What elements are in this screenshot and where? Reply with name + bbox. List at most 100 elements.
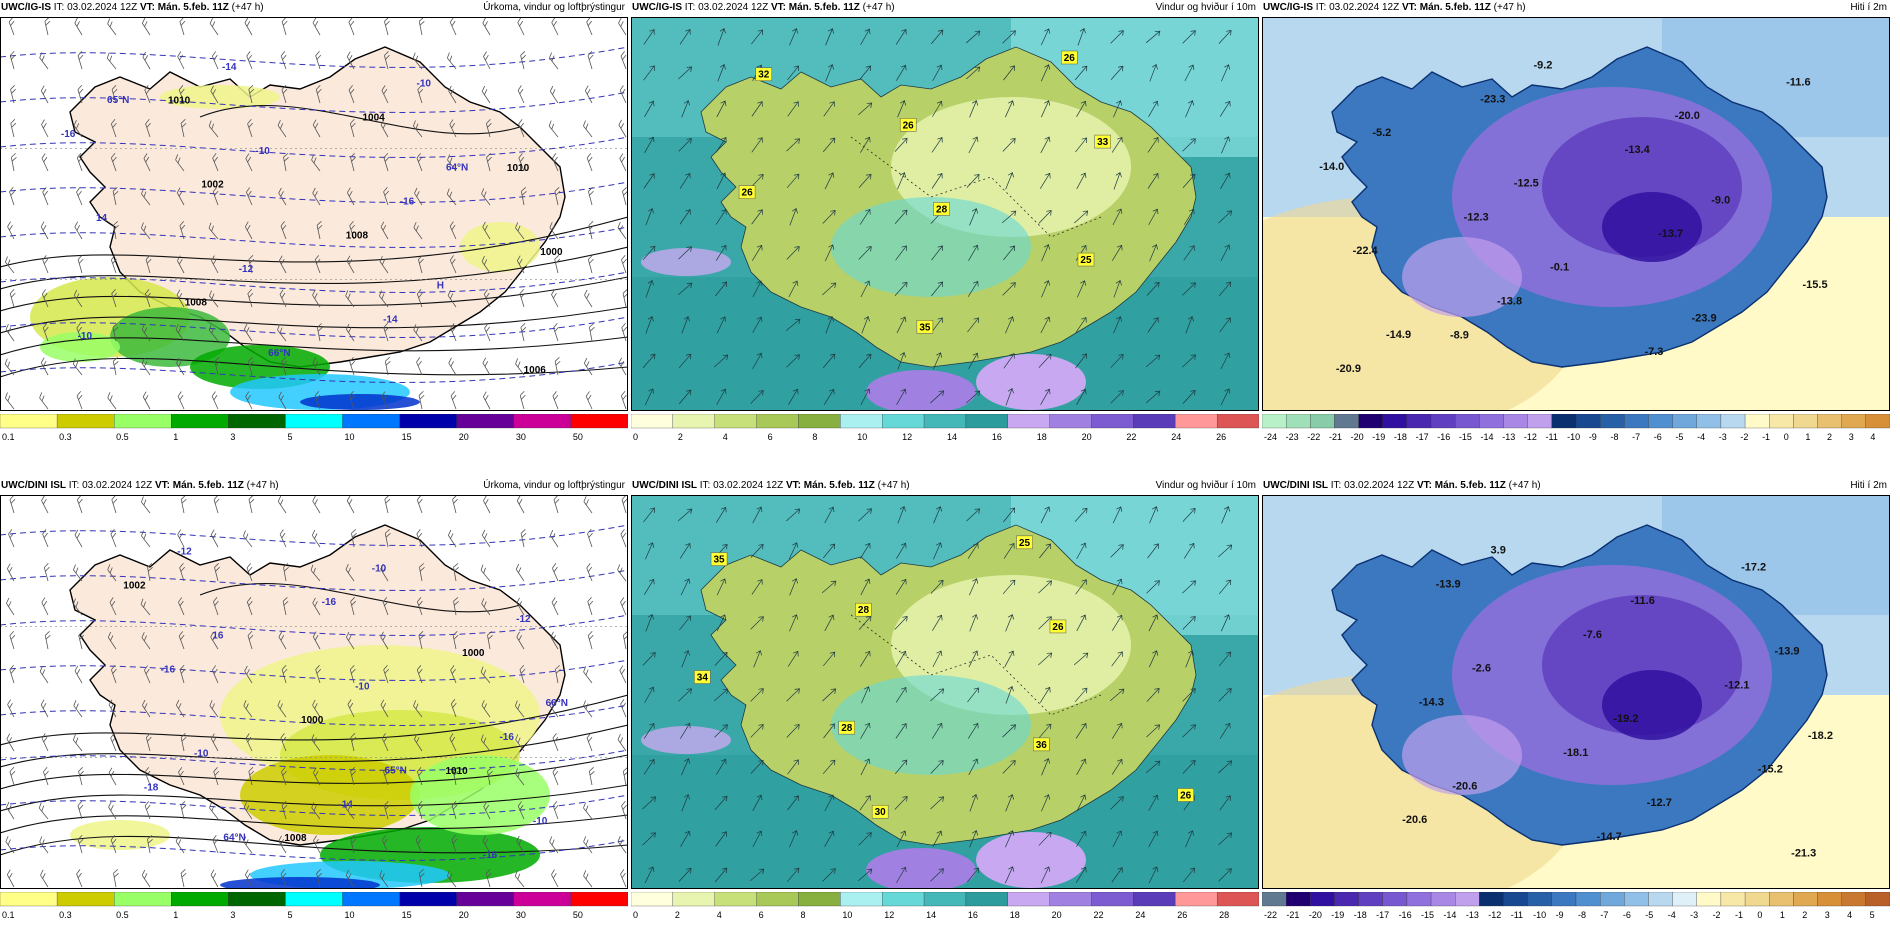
contour-value-label: 65°N — [107, 95, 129, 106]
map-area[interactable]: 28 26 25 28 34 36 30 35 26 — [631, 495, 1259, 889]
temperature-value-label: -20.9 — [1336, 363, 1361, 375]
wind-barb-icon — [382, 597, 389, 616]
wind-barb-icon — [311, 802, 321, 820]
wind-barb-icon — [514, 870, 525, 888]
colorbar-tick-label: 14 — [947, 432, 957, 442]
wind-arrow-icon — [681, 316, 690, 334]
wind-arrow-icon — [715, 137, 727, 153]
wind-arrow-icon — [1148, 100, 1159, 117]
wind-barb-icon — [6, 733, 15, 752]
colorbar-tick-label: -10 — [1567, 432, 1580, 442]
wind-arrow-icon — [645, 208, 654, 226]
temperature-value-label: -0.1 — [1550, 262, 1569, 274]
map-area[interactable]: 1010 1010 1008 1008 1006 1004 1002 1000 -14 -14 -1… — [0, 17, 628, 411]
colorbar-swatch — [1261, 413, 1287, 429]
wind-arrow-icon — [858, 832, 872, 846]
colorbar-tick-label: -17 — [1416, 432, 1429, 442]
temperature-value-label: -20.0 — [1675, 110, 1700, 122]
wind-arrow-icon — [642, 353, 656, 369]
wind-arrow-icon — [1113, 171, 1122, 190]
colorbar-swatch — [714, 413, 757, 429]
wind-barb-icon — [10, 153, 17, 172]
wind-arrow-icon — [858, 173, 872, 188]
wind-barb-icon — [620, 597, 627, 616]
wind-arrow-icon — [895, 686, 907, 703]
wind-arrow-icon — [823, 543, 836, 559]
wind-barb-icon — [41, 153, 49, 172]
wind-barb-icon — [74, 17, 83, 36]
wind-barb-icon — [147, 835, 153, 854]
wind-arrow-icon — [677, 508, 693, 522]
wind-barb-icon — [178, 597, 185, 616]
temperature-value-label: -14.9 — [1386, 329, 1411, 341]
wind-barb-icon — [38, 802, 49, 820]
contour-value-label: 1002 — [201, 180, 224, 191]
colorbar-tick-label: -1 — [1735, 910, 1743, 920]
contour-value-label: -16 — [161, 665, 176, 676]
wind-arrow-icon — [789, 830, 799, 848]
wind-arrow-icon — [678, 389, 692, 405]
wind-barb-icon — [418, 631, 425, 650]
wind-arrow-icon — [1110, 65, 1124, 81]
wind-arrow-icon — [1147, 543, 1159, 559]
wind-arrow-icon — [896, 830, 907, 848]
colorbar-tick-label: 20 — [1082, 432, 1092, 442]
panel-header: UWC/DINI ISL IT: 03.02.2024 12Z VT: Mán.… — [631, 478, 1259, 494]
colorbar-swatch — [840, 413, 883, 429]
wind-barb-icon — [9, 767, 16, 786]
wind-barb-icon — [583, 666, 593, 684]
init-time: 03.02.2024 12Z — [67, 2, 138, 13]
wind-barb-icon — [552, 153, 559, 172]
wind-barb-icon — [43, 563, 50, 582]
wind-barb-icon — [112, 187, 119, 206]
wind-arrow-icon — [716, 388, 727, 406]
colorbar-tick-label: -3 — [1690, 910, 1698, 920]
colorbar-swatch — [1455, 891, 1480, 907]
wind-barb-icon — [73, 700, 83, 718]
wind-arrow-icon — [1182, 173, 1196, 188]
gust-value-label: 32 — [758, 70, 770, 81]
wind-arrow-icon — [930, 796, 945, 810]
wind-arrow-icon — [860, 578, 871, 596]
temperature-value-label: -23.3 — [1480, 93, 1505, 105]
wind-arrow-icon — [1040, 136, 1051, 154]
contour-value-label: H — [437, 281, 444, 292]
contour-value-label: -10 — [355, 681, 370, 692]
wind-arrow-icon — [679, 172, 691, 189]
wind-barb-icon — [620, 529, 627, 548]
wind-arrow-icon — [1075, 723, 1087, 739]
wind-arrow-icon — [1039, 172, 1051, 189]
map-area[interactable]: -8.9 -11.6 -13.4 -12.3 -15.5 -7.3 -23.3 -14.0 -1… — [1262, 17, 1890, 411]
run-info: UWC/DINI ISL IT: 03.02.2024 12Z VT: Mán.… — [1, 478, 279, 494]
vt-label: VT: — [154, 480, 170, 491]
wind-arrow-icon — [861, 686, 871, 704]
wind-barb-icon — [179, 665, 186, 684]
wind-barb-icon — [347, 699, 355, 718]
colorbar-tick-label: -5 — [1645, 910, 1653, 920]
wind-barb-icon — [209, 700, 219, 718]
colorbar-tick-label: -12 — [1524, 432, 1537, 442]
colorbar-swatch — [1624, 413, 1649, 429]
wind-arrow-icon — [1218, 651, 1232, 667]
map-area[interactable]: 1010 1008 1002 1000 1000 -18 -16 -16 -16 -16 -14 -1… — [0, 495, 628, 889]
wind-arrow-icon — [1111, 722, 1123, 739]
map-area[interactable]: 26 26 26 25 35 32 33 28 — [631, 17, 1259, 411]
wind-arrow-icon — [785, 318, 801, 332]
colorbar-tick-label: 0.1 — [2, 432, 15, 442]
temperature-value-label: -13.9 — [1774, 646, 1799, 658]
temperature-value-label: -13.4 — [1625, 144, 1651, 156]
wind-arrow-icon — [932, 64, 943, 82]
wind-barb-icon — [9, 289, 16, 308]
wind-arrow-icon — [1002, 282, 1016, 296]
wind-barb-icon — [279, 529, 287, 548]
run-info: UWC/IG-IS IT: 03.02.2024 12Z VT: Mán. 5.… — [1, 0, 264, 16]
wind-arrow-icon — [1218, 688, 1232, 702]
wind-barb-icon — [416, 529, 423, 548]
wind-barb-icon — [108, 767, 117, 786]
map-area[interactable]: -12.1 -18.1 -20.6 -17.2 -7.6 -14.3 -15.2 -14.7 -… — [1262, 495, 1890, 889]
wind-barb-icon — [73, 289, 83, 308]
colorbar-swatch — [228, 891, 286, 907]
contour-value-label: 1004 — [362, 112, 385, 123]
wind-barb-icon — [141, 869, 151, 888]
wind-barb-icon — [77, 835, 84, 854]
